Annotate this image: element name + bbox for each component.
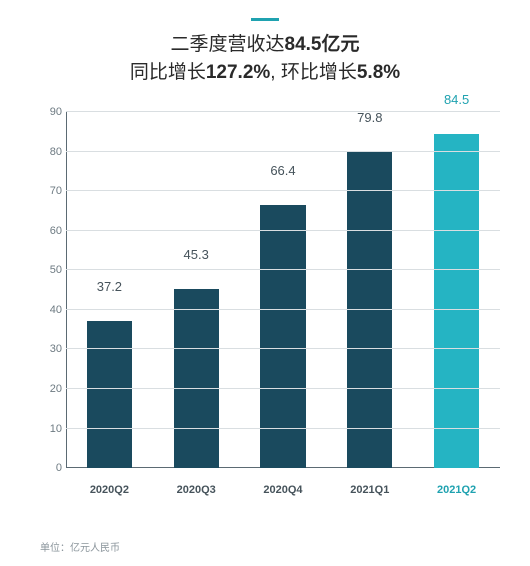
bar-slot: 79.82021Q1 bbox=[347, 112, 392, 468]
title-line1-pre: 二季度营收达 bbox=[171, 34, 285, 55]
value-label: 37.2 bbox=[87, 279, 132, 300]
gridline bbox=[66, 388, 500, 389]
category-label: 2020Q3 bbox=[177, 484, 216, 496]
title-line2-bold2: 5.8% bbox=[357, 62, 400, 83]
gridline bbox=[66, 309, 500, 310]
ytick-label: 0 bbox=[40, 462, 62, 474]
bars-container: 37.22020Q2 45.32020Q3 66.42020Q4 79.82021Q1… bbox=[66, 112, 500, 468]
value-label: 45.3 bbox=[174, 247, 219, 268]
ytick-label: 50 bbox=[40, 264, 62, 276]
title-line2-bold1: 127.2% bbox=[206, 62, 270, 83]
gridline bbox=[66, 111, 500, 112]
gridline bbox=[66, 269, 500, 270]
gridline bbox=[66, 348, 500, 349]
category-label: 2021Q2 bbox=[437, 484, 476, 496]
title-block: 二季度营收达84.5亿元 同比增长127.2%, 环比增长5.8% bbox=[22, 31, 508, 86]
bar bbox=[87, 321, 132, 468]
title-line-2: 同比增长127.2%, 环比增长5.8% bbox=[22, 59, 508, 87]
title-line1-bold: 84.5亿元 bbox=[285, 34, 360, 55]
bar bbox=[174, 289, 219, 468]
ytick-label: 60 bbox=[40, 225, 62, 237]
value-label: 66.4 bbox=[260, 163, 305, 184]
category-label: 2021Q1 bbox=[350, 484, 389, 496]
gridline bbox=[66, 230, 500, 231]
ytick-label: 80 bbox=[40, 146, 62, 158]
ytick-label: 90 bbox=[40, 106, 62, 118]
value-label: 79.8 bbox=[347, 110, 392, 131]
bar-slot: 66.42020Q4 bbox=[260, 112, 305, 468]
bar-chart: 37.22020Q245.32020Q366.42020Q479.82021Q1… bbox=[40, 104, 506, 504]
ytick-label: 30 bbox=[40, 343, 62, 355]
bar-slot: 84.52021Q2 bbox=[434, 112, 479, 468]
bar bbox=[347, 152, 392, 468]
bar-slot: 45.32020Q3 bbox=[174, 112, 219, 468]
bar bbox=[434, 134, 479, 468]
gridline bbox=[66, 151, 500, 152]
ytick-label: 40 bbox=[40, 304, 62, 316]
category-label: 2020Q2 bbox=[90, 484, 129, 496]
value-label: 84.5 bbox=[434, 92, 479, 113]
title-line2-mid: , 环比增长 bbox=[270, 62, 357, 83]
bar-slot: 37.22020Q2 bbox=[87, 112, 132, 468]
unit-note: 单位：亿元人民币 bbox=[40, 539, 120, 554]
plot-area: 37.22020Q2 45.32020Q3 66.42020Q4 79.82021Q1… bbox=[66, 112, 500, 468]
bar bbox=[260, 205, 305, 468]
ytick-label: 10 bbox=[40, 423, 62, 435]
title-line-1: 二季度营收达84.5亿元 bbox=[22, 31, 508, 59]
chart-page: 二季度营收达84.5亿元 同比增长127.2%, 环比增长5.8% 37.220… bbox=[0, 0, 530, 566]
category-label: 2020Q4 bbox=[263, 484, 302, 496]
gridline bbox=[66, 428, 500, 429]
title-line2-pre: 同比增长 bbox=[130, 62, 206, 83]
ytick-label: 70 bbox=[40, 185, 62, 197]
ytick-label: 20 bbox=[40, 383, 62, 395]
accent-bar bbox=[251, 18, 279, 21]
gridline bbox=[66, 190, 500, 191]
